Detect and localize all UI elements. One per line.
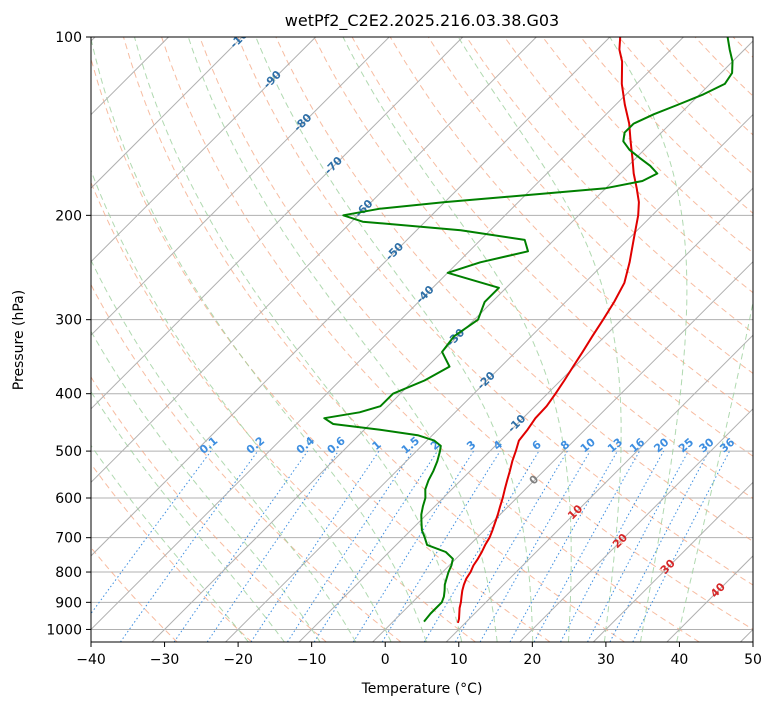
dry-adiabat-line — [91, 376, 327, 642]
moist-adiabat-line — [91, 330, 321, 642]
y-axis-label: Pressure (hPa) — [11, 290, 27, 390]
x-tick-label: 10 — [450, 652, 468, 668]
isotherm-line — [91, 37, 390, 336]
mixing-ratio-line — [509, 450, 618, 642]
isotherm-line — [519, 408, 753, 642]
moist-adiabat-line — [187, 37, 498, 642]
dry-adiabats — [91, 37, 753, 642]
plot-frame — [90, 36, 754, 643]
isotherm-line — [225, 113, 753, 642]
isotherm-line — [91, 37, 537, 484]
mixing-ratio-line — [632, 450, 731, 642]
y-tick-label: 200 — [55, 208, 82, 224]
x-tick-label: 20 — [523, 652, 541, 668]
mixing-ratio-line — [206, 450, 339, 642]
x-tick-label: −30 — [150, 652, 180, 668]
mixing-ratio-line — [352, 450, 475, 642]
mixing-ratio-line — [119, 450, 259, 642]
dry-adiabat-line — [161, 37, 700, 642]
isotherm-line — [91, 37, 243, 189]
dry-adiabat-line — [123, 37, 625, 642]
moist-adiabats — [91, 37, 753, 642]
y-tick-label: 300 — [55, 313, 82, 329]
y-tick-label: 500 — [55, 444, 82, 460]
isotherm-line — [372, 260, 753, 642]
y-axis-ticks: 100 200 300 400 500 600 700 800 900 1000 — [46, 30, 91, 638]
isotherm-line — [91, 37, 684, 631]
mixing-ratio-line — [381, 450, 501, 642]
moist-adiabat-line — [91, 390, 285, 642]
mixing-ratio-line — [313, 450, 438, 642]
sounding-series — [323, 37, 734, 624]
dry-adiabat-line — [237, 37, 753, 586]
plot-area: 0.10.20.40.611.52346810131620253036-100-… — [91, 37, 753, 642]
mixing-ratio-line — [250, 450, 380, 642]
moist-adiabat-line — [457, 37, 622, 642]
y-tick-label: 600 — [55, 491, 82, 507]
isotherm-line — [298, 187, 753, 642]
y-tick-label: 100 — [55, 30, 82, 46]
y-tick-label: 400 — [55, 387, 82, 403]
x-tick-label: 40 — [671, 652, 689, 668]
isotherm-line — [151, 40, 753, 642]
y-tick-label: 1000 — [46, 622, 82, 638]
moist-adiabat-line — [134, 37, 463, 642]
temperature-line — [456, 37, 640, 624]
chart-title: wetPf2_C2E2.2025.216.03.38.G03 — [285, 11, 559, 31]
mixing-ratio-line — [560, 450, 665, 642]
x-tick-label: −20 — [223, 652, 253, 668]
isotherm-line — [91, 37, 317, 263]
dewpoint-line — [323, 37, 734, 623]
x-tick-label: 0 — [381, 652, 390, 668]
x-tick-label: 30 — [597, 652, 615, 668]
x-tick-label: −40 — [76, 652, 106, 668]
isotherm-line — [592, 481, 753, 642]
moist-adiabat-line — [91, 444, 249, 642]
mixing-ratio-line — [533, 450, 640, 642]
dry-adiabat-line — [313, 37, 753, 500]
y-tick-label: 800 — [55, 565, 82, 581]
moist-adiabat-line — [91, 259, 357, 642]
moist-adiabat-line — [609, 37, 688, 642]
isotherm-line — [91, 37, 464, 410]
dry-adiabat-line — [91, 56, 551, 642]
y-tick-label: 700 — [55, 531, 82, 547]
moist-adiabat-line — [91, 37, 427, 642]
dry-adiabat-line — [199, 37, 753, 630]
x-tick-label: 50 — [744, 652, 762, 668]
x-tick-label: −10 — [297, 652, 327, 668]
moist-adiabat-line — [676, 299, 753, 642]
y-tick-label: 900 — [55, 595, 82, 611]
x-axis-label: Temperature (°C) — [361, 681, 483, 697]
isotherm-line — [91, 37, 611, 557]
isotherms — [91, 37, 753, 642]
dry-adiabat-line — [275, 37, 753, 542]
moist-adiabat-line — [91, 169, 392, 642]
mixing-ratio-line — [91, 450, 212, 615]
mixing-ratio-lines — [91, 450, 731, 642]
mixing-ratio-line — [173, 450, 309, 642]
moist-adiabat-line — [342, 37, 572, 642]
isotherm-line — [445, 334, 753, 642]
moist-adiabat-line — [255, 37, 534, 642]
mixing-ratio-line — [286, 450, 414, 642]
x-axis-ticks: −40 −30 −20 −10 0 10 20 30 40 50 — [76, 642, 762, 668]
dry-adiabat-line — [91, 463, 253, 642]
